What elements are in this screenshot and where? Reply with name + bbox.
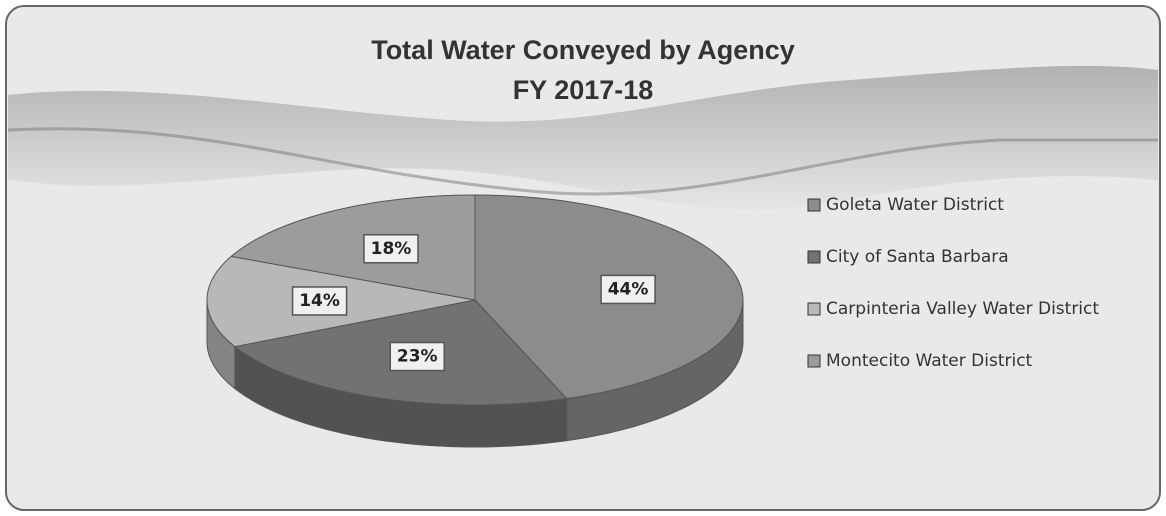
legend-label: Goleta Water District (826, 195, 1004, 215)
background-wave (8, 65, 1158, 210)
value-label-box (291, 286, 348, 316)
background-wave (7, 127, 1158, 196)
legend-label: Montecito Water District (826, 351, 1033, 371)
value-label-box (600, 274, 656, 305)
legend-label: City of Santa Barbara (826, 247, 1009, 267)
value-label-box (363, 234, 419, 264)
value-label: 44% (608, 279, 649, 299)
legend-swatch (807, 302, 821, 316)
value-label: 18% (371, 239, 412, 259)
legend-swatch (807, 198, 821, 212)
value-label-box (389, 341, 445, 372)
legend-swatch (807, 250, 821, 264)
value-label: 23% (397, 347, 438, 367)
value-label: 14% (299, 291, 340, 311)
chart-title: Total Water Conveyed by Agency (371, 35, 795, 65)
legend-label: Carpinteria Valley Water District (826, 299, 1099, 319)
chart-subtitle: FY 2017-18 (513, 75, 654, 105)
legend: Goleta Water District City of Santa Barba… (807, 195, 1099, 371)
pie: 44% 23% 14% 18% (206, 194, 744, 448)
slice (230, 194, 476, 301)
legend-swatch (807, 354, 821, 368)
